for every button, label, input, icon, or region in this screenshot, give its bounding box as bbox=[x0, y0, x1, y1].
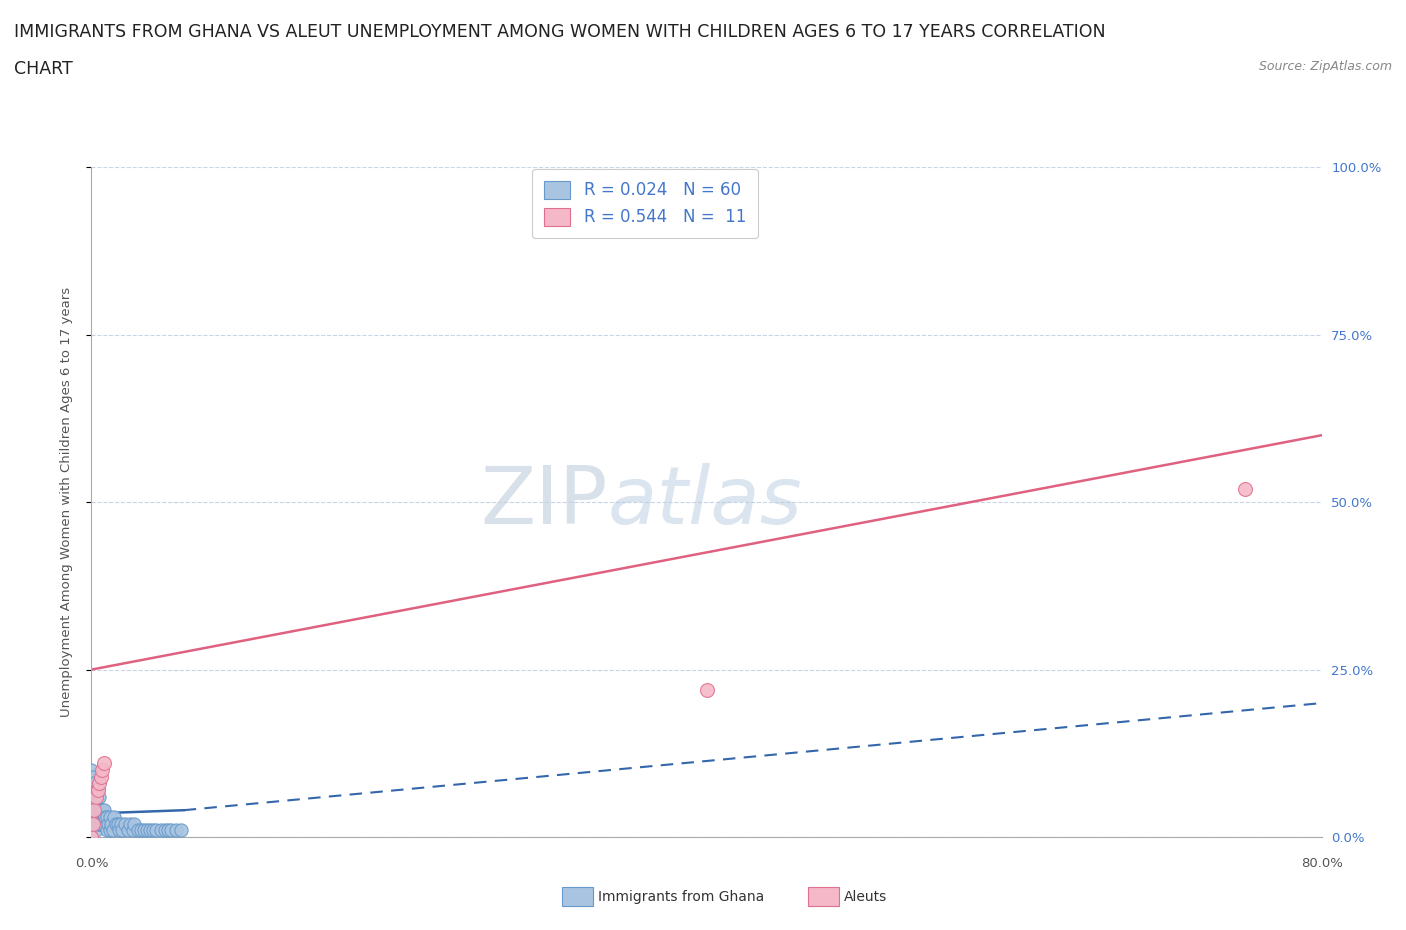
Point bbox=[114, 817, 136, 831]
Point bbox=[124, 817, 146, 831]
Point bbox=[97, 817, 120, 831]
Point bbox=[91, 817, 114, 831]
Point bbox=[83, 796, 105, 811]
Text: Aleuts: Aleuts bbox=[844, 889, 887, 904]
Point bbox=[82, 790, 104, 804]
Point bbox=[145, 823, 167, 838]
Point bbox=[98, 809, 121, 824]
Point bbox=[84, 809, 107, 824]
Point bbox=[107, 817, 129, 831]
Legend: R = 0.024   N = 60, R = 0.544   N =  11: R = 0.024 N = 60, R = 0.544 N = 11 bbox=[531, 169, 758, 238]
Point bbox=[91, 763, 114, 777]
Point bbox=[100, 817, 122, 831]
Point bbox=[87, 776, 110, 790]
Point bbox=[105, 817, 127, 831]
Point bbox=[696, 683, 718, 698]
Point bbox=[118, 817, 141, 831]
Point bbox=[153, 823, 177, 838]
Point bbox=[142, 823, 165, 838]
Point bbox=[101, 823, 124, 838]
Point bbox=[132, 823, 155, 838]
Point bbox=[86, 783, 108, 798]
Point bbox=[157, 823, 180, 838]
Point bbox=[110, 817, 132, 831]
Point bbox=[96, 823, 118, 838]
Point bbox=[127, 823, 149, 838]
Y-axis label: Unemployment Among Women with Children Ages 6 to 17 years: Unemployment Among Women with Children A… bbox=[60, 287, 73, 717]
Text: 80.0%: 80.0% bbox=[1301, 857, 1343, 870]
Point bbox=[1233, 482, 1256, 497]
Point bbox=[122, 823, 145, 838]
Point bbox=[87, 817, 110, 831]
Point bbox=[80, 830, 103, 844]
Point bbox=[84, 790, 107, 804]
Text: Immigrants from Ghana: Immigrants from Ghana bbox=[598, 889, 763, 904]
Point bbox=[91, 803, 114, 817]
Point bbox=[80, 763, 103, 777]
Point bbox=[93, 803, 115, 817]
Point bbox=[98, 823, 121, 838]
Text: CHART: CHART bbox=[14, 60, 73, 78]
Point bbox=[87, 803, 110, 817]
Point bbox=[169, 823, 191, 838]
Point bbox=[86, 803, 108, 817]
Point bbox=[165, 823, 187, 838]
Point bbox=[80, 803, 103, 817]
Point bbox=[84, 823, 107, 838]
Point bbox=[86, 817, 108, 831]
Point bbox=[93, 817, 115, 831]
Point bbox=[82, 817, 104, 831]
Text: atlas: atlas bbox=[607, 463, 803, 541]
Point bbox=[86, 783, 108, 798]
Point bbox=[83, 776, 105, 790]
Text: IMMIGRANTS FROM GHANA VS ALEUT UNEMPLOYMENT AMONG WOMEN WITH CHILDREN AGES 6 TO : IMMIGRANTS FROM GHANA VS ALEUT UNEMPLOYM… bbox=[14, 23, 1105, 41]
Point bbox=[80, 790, 103, 804]
Text: 0.0%: 0.0% bbox=[75, 857, 108, 870]
Point bbox=[90, 769, 112, 784]
Point bbox=[129, 823, 152, 838]
Text: Source: ZipAtlas.com: Source: ZipAtlas.com bbox=[1258, 60, 1392, 73]
Point bbox=[80, 817, 103, 831]
Point bbox=[80, 830, 103, 844]
Point bbox=[83, 803, 105, 817]
Point bbox=[139, 823, 162, 838]
Point bbox=[90, 817, 112, 831]
Point bbox=[82, 809, 104, 824]
Point bbox=[93, 756, 115, 771]
Point bbox=[103, 809, 125, 824]
Point bbox=[87, 790, 110, 804]
Point bbox=[82, 769, 104, 784]
Point bbox=[117, 823, 139, 838]
Point bbox=[111, 823, 134, 838]
Point bbox=[80, 776, 103, 790]
Point bbox=[94, 809, 117, 824]
Point bbox=[84, 783, 107, 798]
Point bbox=[108, 823, 131, 838]
Point bbox=[90, 803, 112, 817]
Text: ZIP: ZIP bbox=[481, 463, 607, 541]
Point bbox=[83, 817, 105, 831]
Point bbox=[160, 823, 183, 838]
Point bbox=[135, 823, 157, 838]
Point bbox=[96, 809, 118, 824]
Point bbox=[149, 823, 172, 838]
Point bbox=[84, 796, 107, 811]
